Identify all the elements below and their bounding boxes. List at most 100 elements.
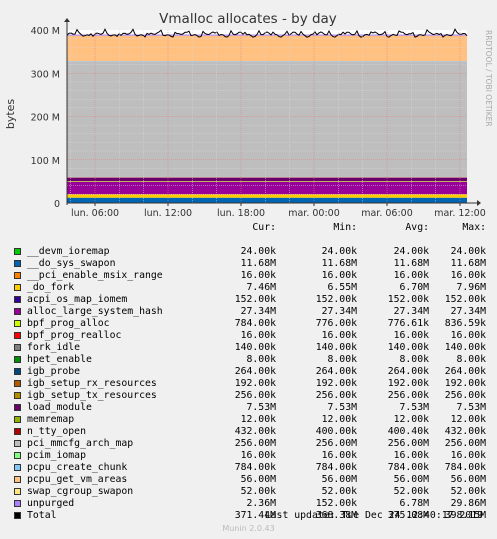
legend-avg: 11.68M	[393, 258, 429, 269]
legend-swatch	[14, 416, 21, 423]
legend: __devm_ioremap 24.00k 24.00k 24.00k 24.00k __…	[0, 234, 497, 521]
legend-swatch	[14, 284, 21, 291]
axes	[64, 18, 481, 206]
legend-min: 192.00k	[315, 378, 357, 389]
legend-max: 398.15M	[444, 510, 486, 521]
legend-min: 368.38M	[315, 510, 357, 521]
legend-name: igb_setup_tx_resources	[27, 390, 157, 401]
y-tick-label: 0	[54, 199, 60, 210]
x-tick-label: lun. 18:00	[217, 208, 265, 219]
legend-cur: 140.00k	[234, 342, 276, 353]
legend-avg: 56.00M	[393, 474, 429, 485]
legend-name: load_module	[27, 402, 92, 413]
legend-cur: 52.00k	[240, 486, 276, 497]
legend-avg: 152.00k	[387, 294, 429, 305]
legend-name: pcim_iomap	[27, 450, 86, 461]
legend-swatch	[14, 392, 21, 399]
legend-swatch	[14, 356, 21, 363]
legend-swatch	[14, 428, 21, 435]
legend-max: 836.59k	[444, 318, 486, 329]
area-alloc-large-system-hash	[67, 181, 467, 195]
legend-cur: 7.46M	[246, 282, 277, 293]
legend-max: 140.00k	[444, 342, 486, 353]
legend-name: unpurged	[27, 498, 75, 509]
legend-min: 264.00k	[315, 366, 357, 377]
legend-cur: 16.00k	[240, 450, 276, 461]
area-pci-mmcfg-arch-map	[67, 61, 467, 178]
col-avg: Avg:	[405, 222, 429, 233]
legend-max: 784.00k	[444, 462, 486, 473]
x-tick-label: lun. 06:00	[71, 208, 119, 219]
legend-min: 27.34M	[321, 306, 357, 317]
legend-min: 16.00k	[321, 330, 357, 341]
legend-min: 152.00k	[315, 294, 357, 305]
legend-header: Cur: Min: Avg: Max:	[0, 222, 497, 234]
legend-min: 12.00k	[321, 414, 357, 425]
legend-name: __do_sys_swapon	[27, 258, 116, 269]
legend-cur: 16.00k	[240, 330, 276, 341]
legend-cur: 784.00k	[234, 462, 276, 473]
legend-avg: 400.40k	[387, 426, 429, 437]
legend-max: 29.86M	[450, 498, 486, 509]
legend-max: 11.68M	[450, 258, 486, 269]
legend-row: swap_cgroup_swapon 52.00k 52.00k 52.00k 52.0…	[0, 486, 497, 498]
legend-row: memremap 12.00k 12.00k 12.00k 12.00k	[0, 414, 497, 426]
col-max: Max:	[462, 222, 486, 233]
legend-max: 8.00k	[456, 354, 487, 365]
y-tick-labels: 0 100 M 200 M 300 M 400 M	[31, 26, 60, 210]
legend-max: 24.00k	[450, 246, 486, 257]
legend-min: 16.00k	[321, 270, 357, 281]
col-min: Min:	[333, 222, 357, 233]
legend-min: 56.00M	[321, 474, 357, 485]
legend-row: pcim_iomap 16.00k 16.00k 16.00k 16.00k	[0, 450, 497, 462]
legend-name: fork_idle	[27, 342, 81, 353]
legend-avg: 7.53M	[399, 402, 430, 413]
legend-avg: 375.08M	[387, 510, 429, 521]
legend-cur: 12.00k	[240, 414, 276, 425]
y-tick-label: 100 M	[31, 156, 60, 167]
legend-min: 11.68M	[321, 258, 357, 269]
legend-min: 776.00k	[315, 318, 357, 329]
area-do-sys-swapon	[67, 197, 467, 203]
legend-avg: 8.00k	[399, 354, 430, 365]
legend-name: bpf_prog_alloc	[27, 318, 110, 329]
legend-row: igb_setup_tx_resources 256.00k 256.00k 256.…	[0, 390, 497, 402]
legend-row: acpi_os_map_iomem 152.00k 152.00k 152.00k 15…	[0, 294, 497, 306]
legend-swatch	[14, 260, 21, 267]
legend-avg: 16.00k	[393, 450, 429, 461]
legend-max: 16.00k	[450, 270, 486, 281]
legend-row: alloc_large_system_hash 27.34M 27.34M 27.34…	[0, 306, 497, 318]
legend-swatch	[14, 512, 21, 519]
chart-title: Vmalloc allocates - by day	[159, 11, 337, 27]
legend-min: 784.00k	[315, 462, 357, 473]
legend-cur: 56.00M	[240, 474, 276, 485]
legend-avg: 6.78M	[399, 498, 430, 509]
legend-row: pcpu_get_vm_areas 56.00M 56.00M 56.00M 56.00…	[0, 474, 497, 486]
legend-max: 52.00k	[450, 486, 486, 497]
legend-row: igb_probe 264.00k 264.00k 264.00k 264.00k	[0, 366, 497, 378]
total-line	[66, 28, 468, 38]
legend-cur: 256.00M	[234, 438, 276, 449]
legend-avg: 776.61k	[387, 318, 429, 329]
legend-min: 52.00k	[321, 486, 357, 497]
x-tick-labels: lun. 06:00 lun. 12:00 lun. 18:00 mar. 00:00…	[71, 208, 486, 219]
legend-swatch	[14, 344, 21, 351]
legend-min: 400.00k	[315, 426, 357, 437]
legend-swatch	[14, 404, 21, 411]
legend-max: 192.00k	[444, 378, 486, 389]
legend-min: 140.00k	[315, 342, 357, 353]
legend-cur: 16.00k	[240, 270, 276, 281]
legend-max: 256.00M	[444, 438, 486, 449]
x-tick-label: mar. 12:00	[434, 208, 486, 219]
legend-swatch	[14, 332, 21, 339]
area-unpurged	[67, 34, 467, 36]
legend-min: 16.00k	[321, 450, 357, 461]
legend-min: 6.55M	[327, 282, 358, 293]
legend-swatch	[14, 500, 21, 507]
legend-avg: 27.34M	[393, 306, 429, 317]
legend-name: Total	[27, 510, 57, 521]
x-tick-label: lun. 12:00	[144, 208, 192, 219]
legend-row: n_tty_open 432.00k 400.00k 400.40k 432.00k	[0, 426, 497, 438]
legend-min: 256.00k	[315, 390, 357, 401]
legend-swatch	[14, 368, 21, 375]
